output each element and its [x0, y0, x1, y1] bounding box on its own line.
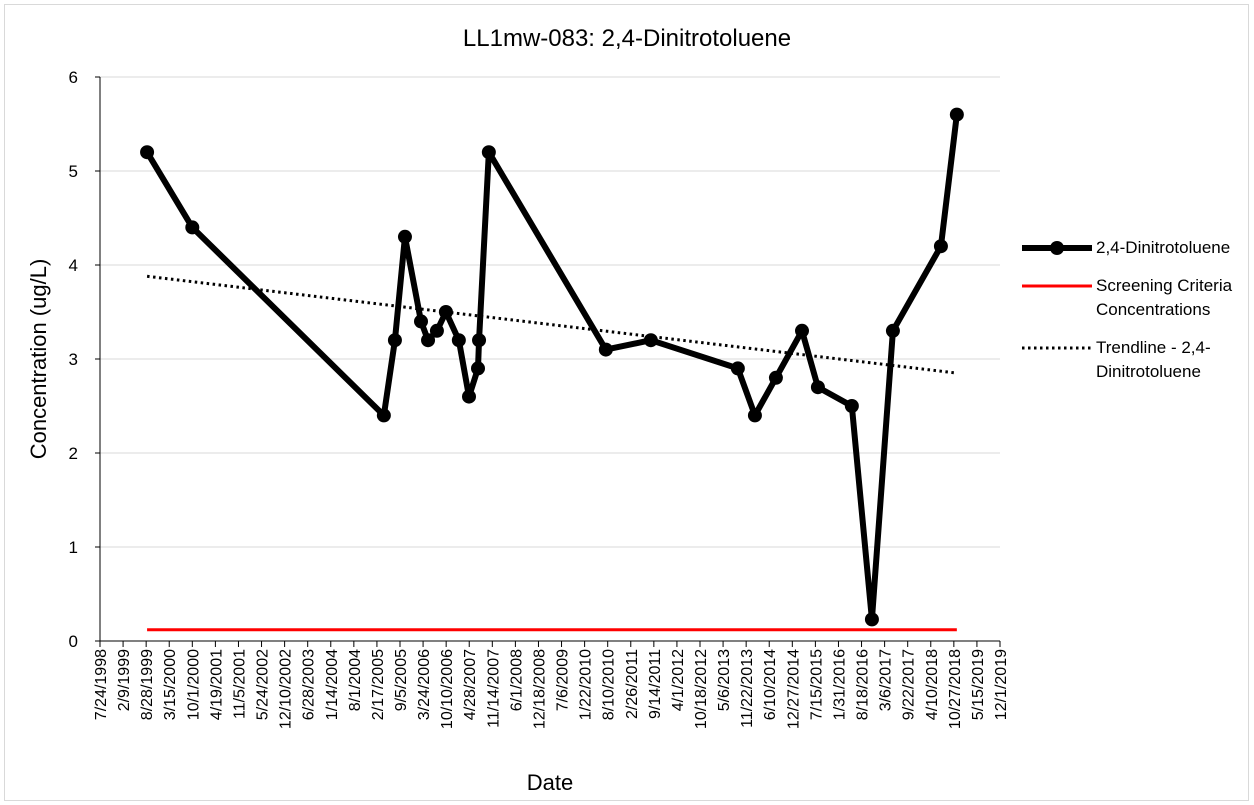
x-tick-label: 3/6/2017	[878, 649, 895, 711]
x-tick-label: 10/1/2000	[185, 649, 202, 720]
marker	[140, 145, 155, 160]
x-tick-label: 11/22/2013	[739, 649, 756, 728]
marker	[451, 333, 466, 348]
x-tick-label: 9/22/2017	[901, 649, 918, 720]
legend-label: Trendline - 2,4-Dinitrotoluene	[1096, 338, 1211, 381]
marker	[429, 323, 444, 338]
x-tick-label: 8/28/1999	[139, 649, 156, 720]
marker	[949, 107, 964, 122]
legend-label: Screening Criteria Concentrations	[1096, 276, 1233, 319]
x-tick-label: 5/15/2019	[970, 649, 987, 720]
x-tick-label: 2/17/2005	[370, 649, 387, 720]
x-tick-label: 3/15/2000	[162, 649, 179, 720]
x-tick-label: 6/10/2014	[762, 649, 779, 720]
marker	[414, 314, 428, 329]
marker	[864, 612, 879, 627]
x-tick-label: 10/27/2018	[947, 649, 964, 729]
legend-swatch	[1022, 241, 1092, 255]
legend-swatch	[1022, 346, 1092, 350]
marker	[768, 370, 783, 385]
x-tick-label: 11/5/2001	[231, 649, 248, 719]
x-tick-label: 1/22/2010	[578, 649, 595, 720]
x-tick-label: 1/31/2016	[831, 649, 848, 720]
marker	[598, 342, 613, 357]
marker	[933, 239, 948, 254]
marker	[185, 220, 200, 235]
x-tick-label: 4/10/2018	[924, 649, 941, 720]
x-tick-label: 12/10/2002	[278, 649, 295, 729]
x-tick-label: 10/18/2012	[693, 649, 710, 729]
marker	[387, 333, 402, 348]
x-tick-label: 4/28/2007	[462, 649, 479, 720]
marker	[643, 333, 658, 348]
x-tick-label: 7/6/2009	[555, 649, 572, 711]
x-tick-label: 3/24/2006	[416, 649, 433, 720]
y-tick-label: 1	[69, 538, 78, 557]
chart-border	[4, 4, 1249, 801]
x-tick-label: 4/1/2012	[670, 649, 687, 711]
x-tick-label: 8/18/2016	[855, 649, 872, 720]
x-tick-label: 12/27/2014	[785, 649, 802, 729]
marker	[376, 408, 391, 423]
y-tick-label: 2	[69, 444, 78, 463]
y-tick-label: 0	[69, 632, 78, 651]
legend-swatch	[1022, 284, 1092, 288]
y-axis-label: Concentration (ug/L)	[26, 259, 51, 460]
x-tick-label: 10/10/2006	[439, 649, 456, 729]
legend: 2,4-Dinitrotoluene Screening Criteria Con…	[1020, 236, 1250, 398]
x-tick-label: 11/14/2007	[485, 649, 502, 728]
legend-item: 2,4-Dinitrotoluene	[1020, 236, 1250, 260]
y-tick-label: 4	[69, 256, 78, 275]
x-tick-label: 2/26/2011	[624, 649, 641, 719]
x-axis-label: Date	[527, 770, 573, 795]
x-tick-label: 8/10/2010	[601, 649, 618, 720]
legend-item: Screening Criteria Concentrations	[1020, 274, 1250, 322]
marker	[397, 229, 412, 244]
x-tick-label: 1/14/2004	[324, 649, 341, 720]
x-tick-label: 9/14/2011	[647, 649, 664, 719]
chart-title: LL1mw-083: 2,4-Dinitrotoluene	[463, 25, 791, 52]
x-tick-label: 4/19/2001	[208, 649, 225, 720]
legend-marker	[1050, 241, 1064, 255]
x-tick-label: 7/24/1998	[93, 649, 110, 720]
y-tick-label: 5	[69, 162, 78, 181]
marker	[481, 145, 496, 160]
marker	[472, 333, 487, 348]
legend-label: 2,4-Dinitrotoluene	[1096, 238, 1231, 257]
x-tick-label: 5/24/2002	[255, 649, 272, 720]
marker	[730, 361, 745, 376]
x-tick-label: 5/6/2013	[716, 649, 733, 711]
x-tick-label: 12/1/2019	[993, 649, 1010, 720]
marker	[462, 389, 476, 404]
marker	[885, 323, 900, 338]
marker	[795, 323, 809, 338]
marker	[844, 399, 859, 413]
y-tick-label: 6	[69, 68, 78, 87]
marker	[810, 380, 825, 395]
marker	[421, 333, 436, 348]
marker	[471, 361, 485, 376]
x-tick-label: 6/28/2003	[301, 649, 318, 720]
y-tick-label: 3	[69, 350, 78, 369]
marker	[747, 408, 762, 423]
x-tick-label: 7/15/2015	[808, 649, 825, 720]
x-tick-label: 8/1/2004	[347, 649, 364, 711]
x-tick-label: 6/1/2008	[508, 649, 525, 711]
x-tick-label: 12/18/2008	[531, 649, 548, 729]
x-tick-label: 9/5/2005	[393, 649, 410, 711]
legend-item: Trendline - 2,4-Dinitrotoluene	[1020, 336, 1250, 384]
x-tick-label: 2/9/1999	[116, 649, 133, 711]
series-line	[146, 274, 958, 375]
